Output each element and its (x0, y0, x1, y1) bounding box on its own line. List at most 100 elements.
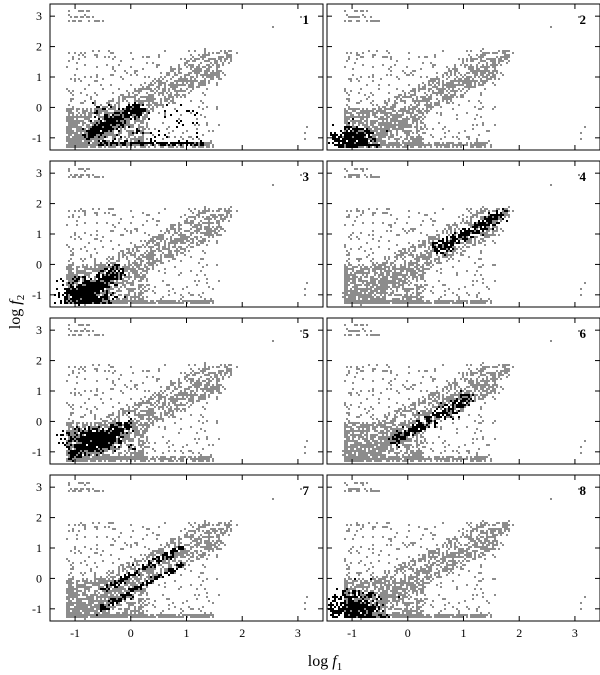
highlight-point (362, 138, 364, 140)
highlight-point (366, 144, 368, 146)
background-point (118, 302, 120, 304)
background-point (130, 276, 132, 278)
highlight-point (98, 128, 100, 130)
panel-label: 1 (303, 12, 310, 27)
background-point (482, 56, 484, 58)
background-point (430, 146, 432, 148)
background-point (472, 58, 474, 60)
background-point (154, 88, 156, 90)
background-point (130, 126, 132, 128)
highlight-point (330, 132, 332, 134)
background-point (372, 110, 374, 112)
background-point (436, 112, 438, 114)
background-point (352, 108, 354, 110)
background-point (150, 246, 152, 248)
highlight-point (70, 294, 72, 296)
background-point (184, 234, 186, 236)
background-point (440, 94, 442, 96)
background-point (152, 252, 154, 254)
background-point (486, 68, 488, 70)
background-point (410, 142, 412, 144)
background-point (400, 274, 402, 276)
background-point (90, 254, 92, 256)
background-point (388, 52, 390, 54)
background-point (358, 108, 360, 110)
background-point (494, 226, 496, 228)
background-point (390, 112, 392, 114)
highlight-point (124, 114, 126, 116)
background-point (78, 116, 80, 118)
highlight-point (120, 272, 122, 274)
background-point (370, 102, 372, 104)
highlight-point (76, 294, 78, 296)
highlight-point (130, 118, 132, 120)
background-point (102, 176, 104, 178)
background-point (206, 218, 208, 220)
highlight-point (132, 108, 134, 110)
background-point (412, 106, 414, 108)
background-point (504, 58, 506, 60)
background-point (172, 146, 174, 148)
background-point (192, 216, 194, 218)
background-point (116, 290, 118, 292)
background-point (456, 80, 458, 82)
background-point (206, 142, 208, 144)
background-point (414, 142, 416, 144)
background-point (472, 66, 474, 68)
highlight-point (86, 280, 88, 282)
background-point (74, 52, 76, 54)
background-point (454, 92, 456, 94)
background-point (172, 68, 174, 70)
background-point (190, 216, 192, 218)
background-point (218, 76, 220, 78)
background-point (70, 274, 72, 276)
background-point (190, 76, 192, 78)
highlight-point (78, 296, 80, 298)
background-point (220, 214, 222, 216)
background-point (444, 96, 446, 98)
background-point (360, 130, 362, 132)
background-point (356, 78, 358, 80)
highlight-point (120, 114, 122, 116)
background-point (450, 86, 452, 88)
background-point (344, 146, 346, 148)
background-point (122, 114, 124, 116)
background-point (84, 210, 86, 212)
background-point (168, 254, 170, 256)
background-point (88, 128, 90, 130)
background-point (432, 248, 434, 250)
background-point (176, 74, 178, 76)
background-point (88, 176, 90, 178)
background-point (428, 144, 430, 146)
background-point (344, 118, 346, 120)
background-point (94, 292, 96, 294)
highlight-point (110, 122, 112, 124)
background-point (352, 126, 354, 128)
highlight-point (138, 140, 140, 142)
background-point (118, 252, 120, 254)
background-point (390, 66, 392, 68)
background-point (142, 130, 144, 132)
background-point (76, 140, 78, 142)
background-point (72, 284, 74, 286)
background-point (130, 130, 132, 132)
highlight-point (150, 140, 152, 142)
background-point (414, 114, 416, 116)
background-point (168, 126, 170, 128)
background-point (152, 110, 154, 112)
background-point (76, 118, 78, 120)
background-point (68, 146, 70, 148)
background-point (86, 140, 88, 142)
background-point (162, 106, 164, 108)
background-point (392, 274, 394, 276)
background-point (374, 116, 376, 118)
highlight-point (112, 292, 114, 294)
background-point (416, 130, 418, 132)
background-point (72, 144, 74, 146)
background-point (206, 76, 208, 78)
background-point (352, 292, 354, 294)
background-point (472, 124, 474, 126)
background-point (146, 144, 148, 146)
background-point (192, 220, 194, 222)
background-point (86, 110, 88, 112)
